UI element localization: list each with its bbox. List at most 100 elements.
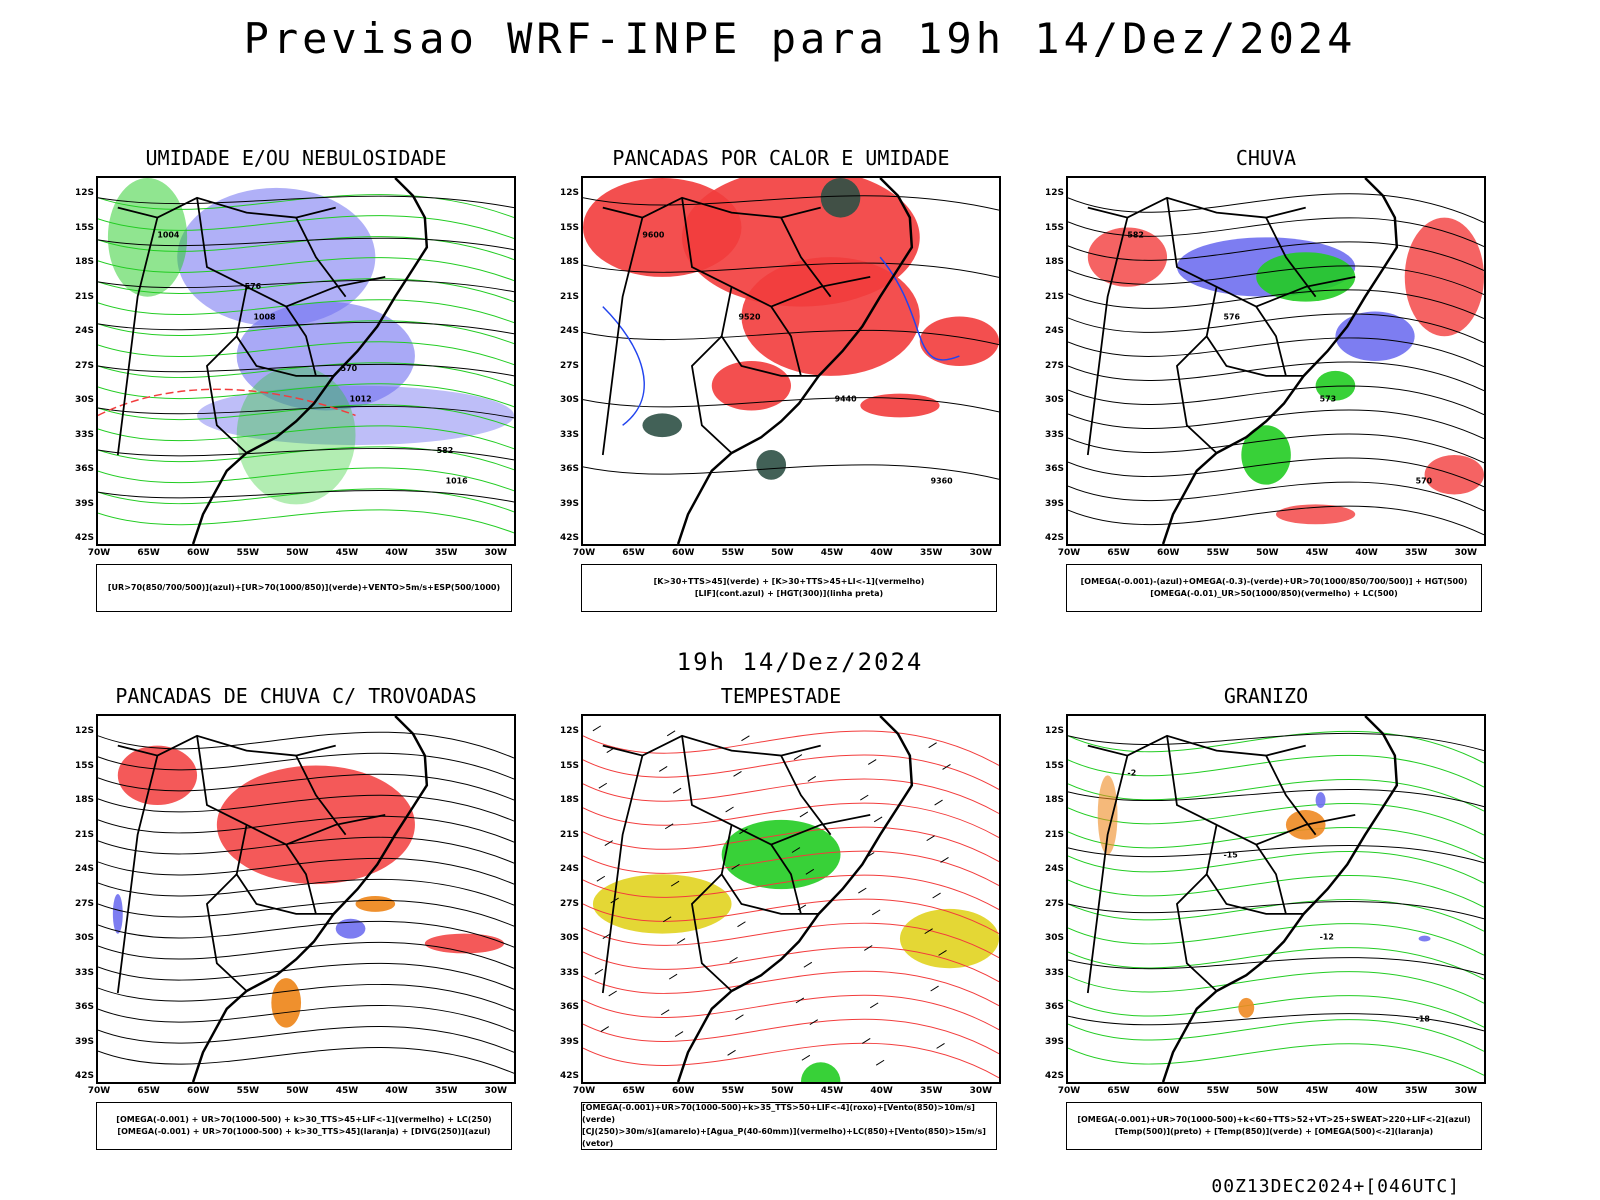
legend-line: [OMEGA(-0.001)-(azul)+OMEGA(-0.3)-(verde… [1080, 577, 1468, 586]
wind-vector [805, 868, 815, 875]
country-border [601, 755, 644, 994]
streamline [98, 794, 514, 822]
map-svg: 1004 1008 1012 1016 576 570 582 [98, 178, 514, 544]
lat-tick-label: 30S [559, 395, 579, 405]
lat-tick-label: 42S [74, 533, 94, 543]
streamline [583, 946, 999, 983]
lat-tick-label: 33S [74, 967, 94, 978]
streamline [583, 397, 999, 413]
map-plot [581, 714, 1001, 1084]
lat-tick-label: 39S [74, 1036, 94, 1047]
contour-label: 9520 [739, 312, 762, 321]
lon-tick-label: 70W [87, 1086, 111, 1096]
wind-vector [924, 928, 933, 935]
lon-tick-label: 65W [622, 1086, 645, 1096]
lon-tick-label: 40W [385, 548, 408, 558]
lon-tick-label: 50W [286, 548, 309, 558]
wind-vector [862, 1038, 871, 1044]
streamline [1068, 827, 1484, 860]
streamline [1068, 971, 1484, 1004]
shaded-area [1404, 217, 1484, 337]
wind-vector [594, 968, 604, 975]
streamline [583, 826, 999, 862]
lat-tick-label: 27S [74, 898, 94, 909]
streamline [1068, 901, 1484, 920]
streamline [1068, 851, 1484, 884]
country-border [1166, 735, 1287, 915]
country-border [720, 286, 819, 377]
lat-tick-label: 33S [1044, 429, 1064, 440]
lat-tick-label: 15S [74, 760, 94, 771]
shaded-area [424, 933, 505, 954]
shaded-area [1238, 997, 1255, 1018]
wind-vector [731, 863, 740, 870]
lat-tick-label: 15S [74, 222, 94, 233]
streamline [1068, 899, 1484, 932]
lon-tick-label: 65W [622, 548, 645, 558]
streamline [1068, 457, 1484, 488]
country-border [602, 734, 821, 757]
wind-vector [668, 973, 678, 980]
shaded-area [112, 894, 123, 934]
streamline [1068, 481, 1484, 512]
streamline [98, 405, 514, 419]
panel-title: TEMPESTADE [720, 684, 842, 708]
wind-vector [670, 880, 680, 887]
lat-tick-label: 21S [74, 829, 94, 840]
shaded-area [642, 413, 683, 438]
contour-label: 9440 [835, 395, 858, 404]
wind-vector [860, 794, 869, 801]
map-svg [583, 716, 999, 1082]
lon-tick-label: 30W [1454, 1086, 1478, 1096]
streamline [98, 1026, 514, 1053]
lat-tick-label: 42S [559, 1071, 579, 1081]
streamline [1068, 385, 1484, 416]
page-title: Previsao WRF-INPE para 19h 14/Dez/2024 [243, 14, 1357, 63]
wind-vector [801, 1054, 811, 1061]
lon-tick-label: 70W [1057, 548, 1081, 558]
streamline [583, 1018, 999, 1055]
lat-tick-label: 39S [559, 498, 579, 509]
lat-tick-label: 27S [559, 360, 579, 371]
lon-tick-label: 55W [236, 1086, 260, 1096]
legend-line: [OMEGA(-0.001)+UR>70(1000-500)+k>35_TTS>… [582, 1103, 975, 1124]
lon-tick-label: 30W [484, 1086, 508, 1096]
lat-tick-label: 27S [559, 898, 579, 909]
model-run-label: 00Z13DEC2024+[046UTC] [1211, 1176, 1460, 1197]
contour-label: 570 [1416, 477, 1433, 486]
wind-vector [942, 764, 951, 770]
map-plot: 1004 1008 1012 1016 576 570 582 [96, 176, 516, 546]
lat-tick-label: 15S [1044, 222, 1064, 233]
lat-tick-label: 42S [559, 533, 579, 543]
wind-vector [600, 1026, 610, 1032]
wind-vector [592, 725, 602, 732]
lon-tick-label: 45W [820, 1086, 844, 1096]
country-border [285, 814, 386, 846]
wind-vector [807, 775, 817, 782]
wind-vector [791, 847, 801, 853]
wind-vector [725, 806, 734, 813]
streamline [583, 730, 999, 766]
contour-label: 1004 [157, 230, 180, 239]
panel-tempestade: TEMPESTADE 12S 15S 18S 21S 24S 27S 30S 33S 36S 39S… [559, 684, 1001, 1184]
streamline [583, 994, 999, 1031]
streamline [98, 279, 514, 293]
shaded-area [1241, 425, 1291, 485]
streamline [1068, 193, 1484, 223]
streamline [583, 262, 999, 278]
streamline [98, 488, 514, 513]
lon-tick-label: 45W [820, 548, 844, 558]
map-plot: 9600 9520 9440 9360 [581, 176, 1001, 546]
contour-label: 576 [245, 282, 262, 291]
streamline [1068, 505, 1484, 536]
panel-legend: [OMEGA(-0.001)-(azul)+OMEGA(-0.3)-(verde… [1066, 564, 1482, 612]
lat-tick-label: 12S [1044, 726, 1064, 736]
legend-line: [UR>70(850/700/500)](azul)+[UR>70(1000/8… [107, 583, 501, 592]
lat-tick-label: 39S [1044, 498, 1064, 509]
streamline [98, 489, 514, 503]
wind-vector [729, 956, 738, 963]
lon-tick-label: 65W [1107, 548, 1130, 558]
streamline [98, 404, 514, 429]
lon-tick-label: 35W [1404, 548, 1428, 558]
lon-tick-label: 45W [335, 1086, 359, 1096]
